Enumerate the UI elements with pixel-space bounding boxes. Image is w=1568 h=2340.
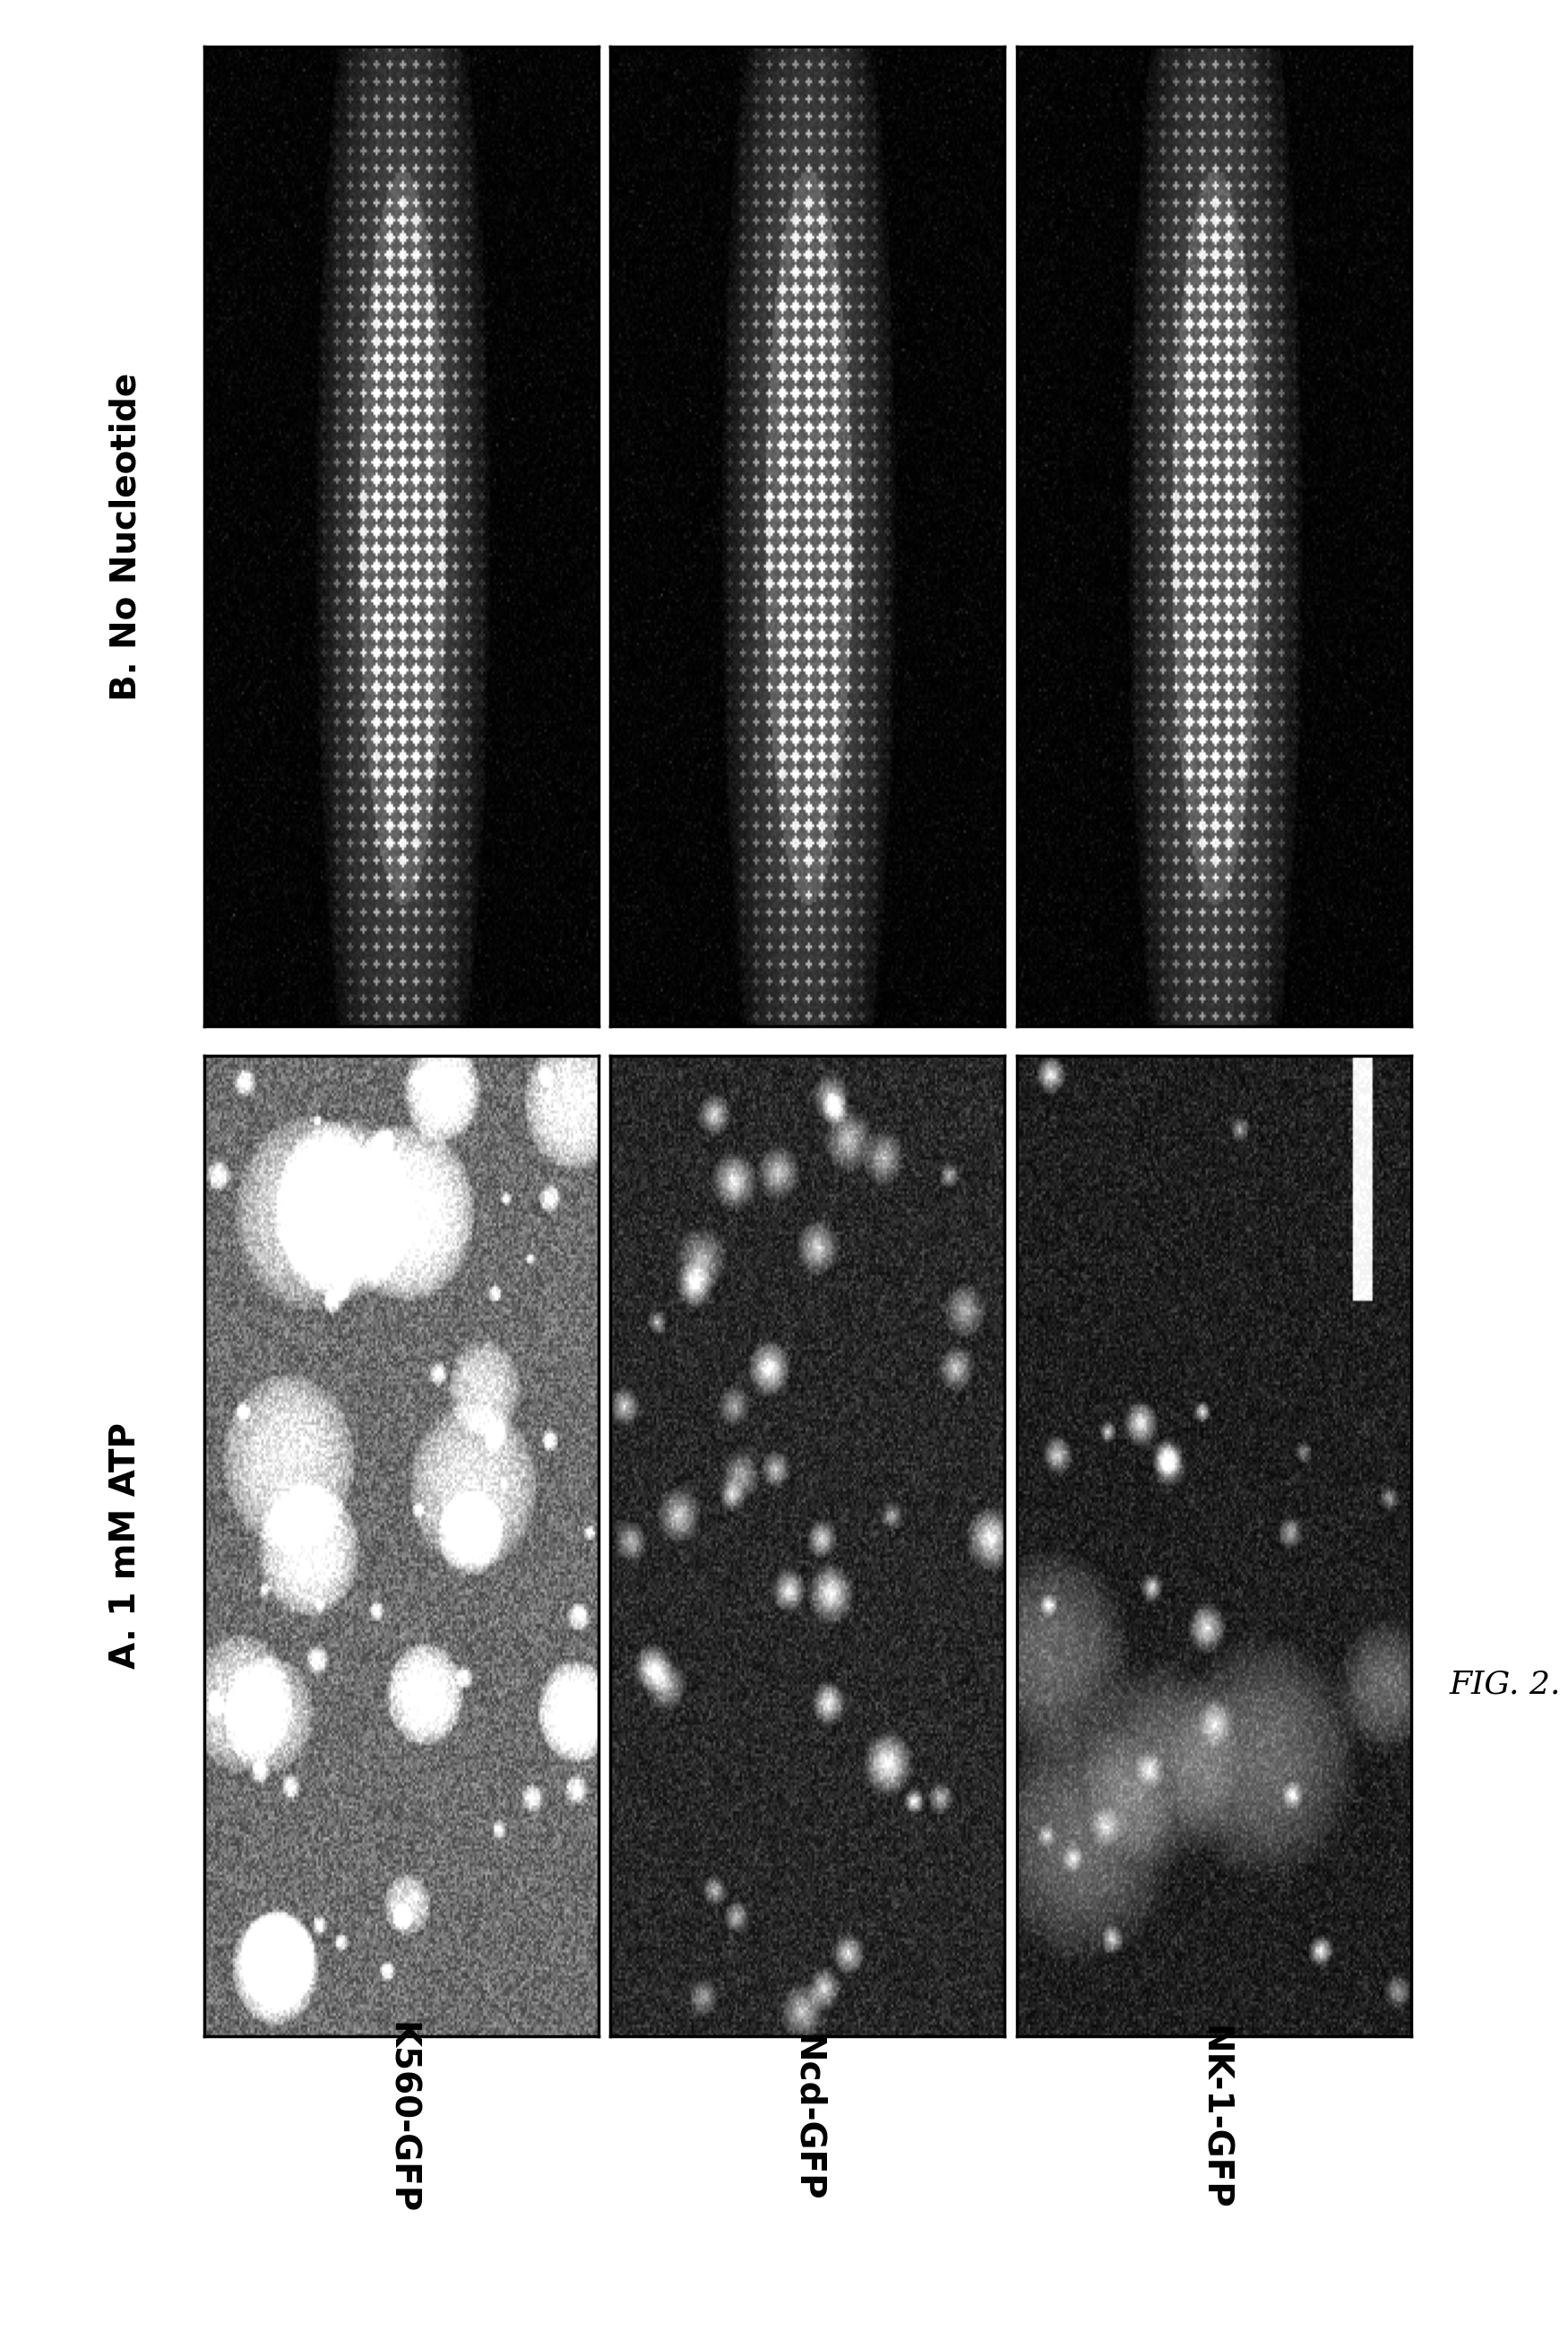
Text: FIG. 2.: FIG. 2.: [1449, 1668, 1562, 1701]
Text: Ncd-GFP: Ncd-GFP: [790, 2033, 825, 2202]
Text: K560-GFP: K560-GFP: [384, 2022, 419, 2214]
Text: B. No Nucleotide: B. No Nucleotide: [108, 372, 143, 700]
Text: A. 1 mM ATP: A. 1 mM ATP: [108, 1423, 143, 1668]
Text: NK-1-GFP: NK-1-GFP: [1196, 2026, 1231, 2209]
